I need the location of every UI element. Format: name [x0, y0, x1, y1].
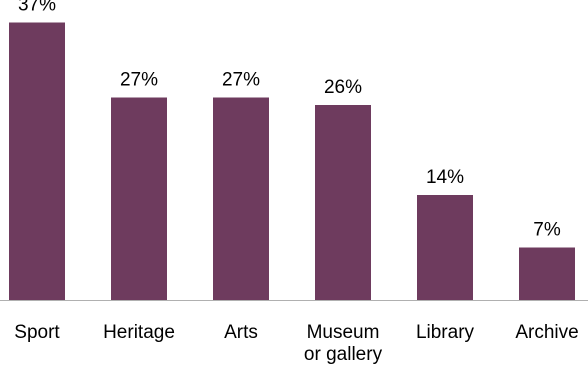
bar [213, 97, 269, 300]
bar [519, 247, 575, 300]
x-tick-label: Archive [515, 322, 578, 343]
data-label: 7% [533, 220, 561, 241]
x-tick-label: Sport [14, 322, 60, 343]
x-tick-label: Museum or gallery [304, 322, 383, 365]
data-label: 37% [18, 0, 56, 16]
data-label: 26% [324, 77, 362, 98]
data-label: 27% [222, 70, 260, 91]
data-label: 14% [426, 167, 464, 188]
x-tick-label: Library [416, 322, 475, 343]
bar [111, 97, 167, 300]
bar [417, 195, 473, 300]
bar [9, 22, 65, 300]
x-tick-label: Arts [224, 322, 258, 343]
x-tick-label: Heritage [103, 322, 175, 343]
data-label: 27% [120, 70, 158, 91]
bar [315, 105, 371, 300]
